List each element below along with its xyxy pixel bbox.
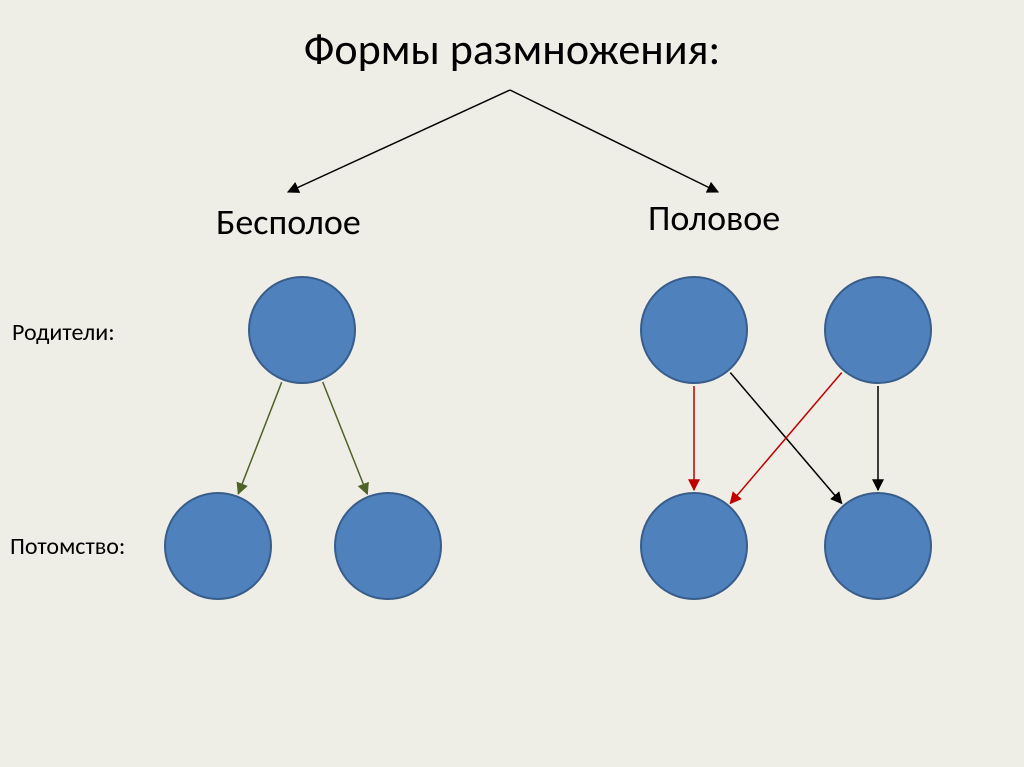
node-asexual-child-right — [334, 492, 442, 600]
branch-label-asexual: Бесполое — [216, 200, 361, 244]
row-label-offspring: Потомство: — [10, 532, 125, 561]
node-asexual-parent — [248, 276, 356, 384]
row-label-parents: Родители: — [12, 318, 115, 347]
node-sexual-parent-left — [640, 276, 748, 384]
slide-title: Формы размножения: — [0, 22, 1024, 76]
node-sexual-parent-right — [824, 276, 932, 384]
node-sexual-child-left — [640, 492, 748, 600]
node-sexual-child-right — [824, 492, 932, 600]
node-asexual-child-left — [164, 492, 272, 600]
branch-label-sexual: Половое — [648, 196, 780, 240]
